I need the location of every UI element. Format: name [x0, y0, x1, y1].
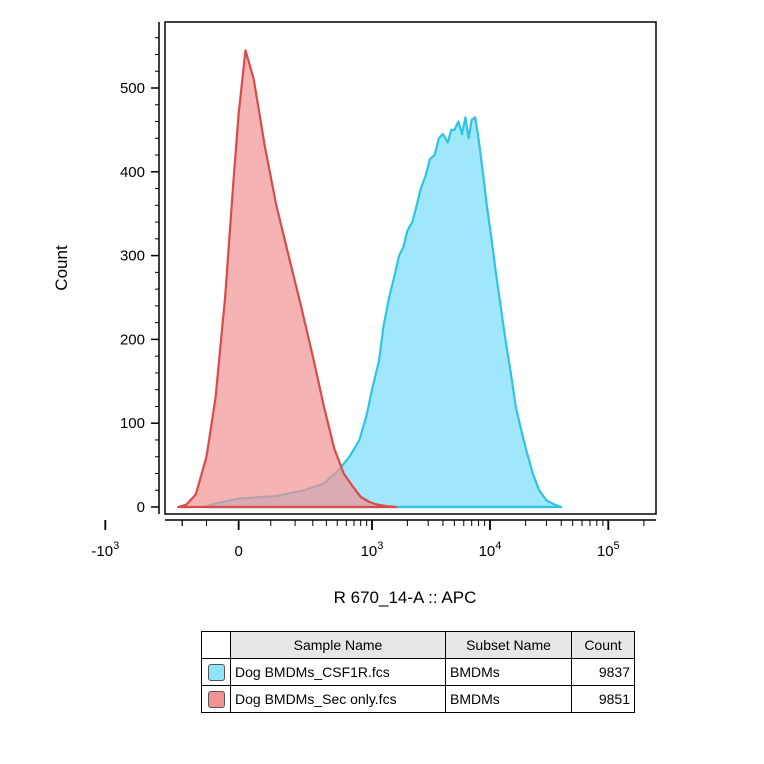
x-axis: -103 0 103 104 105 [91, 519, 656, 560]
legend-table: Sample Name Subset Name Count Dog BMDMs_… [201, 631, 635, 713]
legend-swatch-header [201, 631, 231, 659]
histogram-chart: 0 100 200 300 400 500 -103 0 103 104 105 Count R … [52, 21, 657, 607]
y-axis-title: Count [52, 245, 71, 291]
legend-sample-name: Dog BMDMs_CSF1R.fcs [230, 658, 446, 686]
y-tick-label: 200 [120, 331, 145, 348]
legend-row: Dog BMDMs_Sec only.fcs BMDMs 9851 [201, 685, 635, 713]
legend-count: 9851 [571, 685, 635, 713]
legend-sample-name: Dog BMDMs_Sec only.fcs [230, 685, 446, 713]
y-tick-label: 0 [137, 499, 145, 516]
y-tick-label: 400 [120, 164, 145, 181]
legend-header-row: Sample Name Subset Name Count [201, 631, 635, 659]
legend-swatch-csf1r [207, 663, 225, 681]
x-tick-label: 105 [597, 540, 620, 560]
legend-count: 9837 [571, 658, 635, 686]
histogram-series-sec-only [177, 49, 398, 509]
x-tick-label: 103 [361, 540, 384, 560]
y-tick-label: 500 [120, 80, 145, 97]
x-tick-label: 0 [234, 543, 242, 560]
histogram-series-csf1r [202, 116, 563, 509]
x-axis-title: R 670_14-A :: APC [334, 588, 477, 607]
legend-row: Dog BMDMs_CSF1R.fcs BMDMs 9837 [201, 658, 635, 686]
legend-swatch-sec-only [207, 690, 225, 708]
legend-header-sample: Sample Name [230, 631, 446, 659]
plot-frame [164, 21, 657, 515]
x-tick-label: -103 [91, 540, 119, 560]
y-axis: 0 100 200 300 400 500 [120, 22, 160, 516]
legend-header-count: Count [571, 631, 635, 659]
x-tick-label: 104 [479, 540, 502, 560]
legend-header-subset: Subset Name [445, 631, 572, 659]
y-tick-label: 300 [120, 248, 145, 265]
legend-subset-name: BMDMs [445, 685, 572, 713]
y-tick-label: 100 [120, 415, 145, 432]
legend-subset-name: BMDMs [445, 658, 572, 686]
